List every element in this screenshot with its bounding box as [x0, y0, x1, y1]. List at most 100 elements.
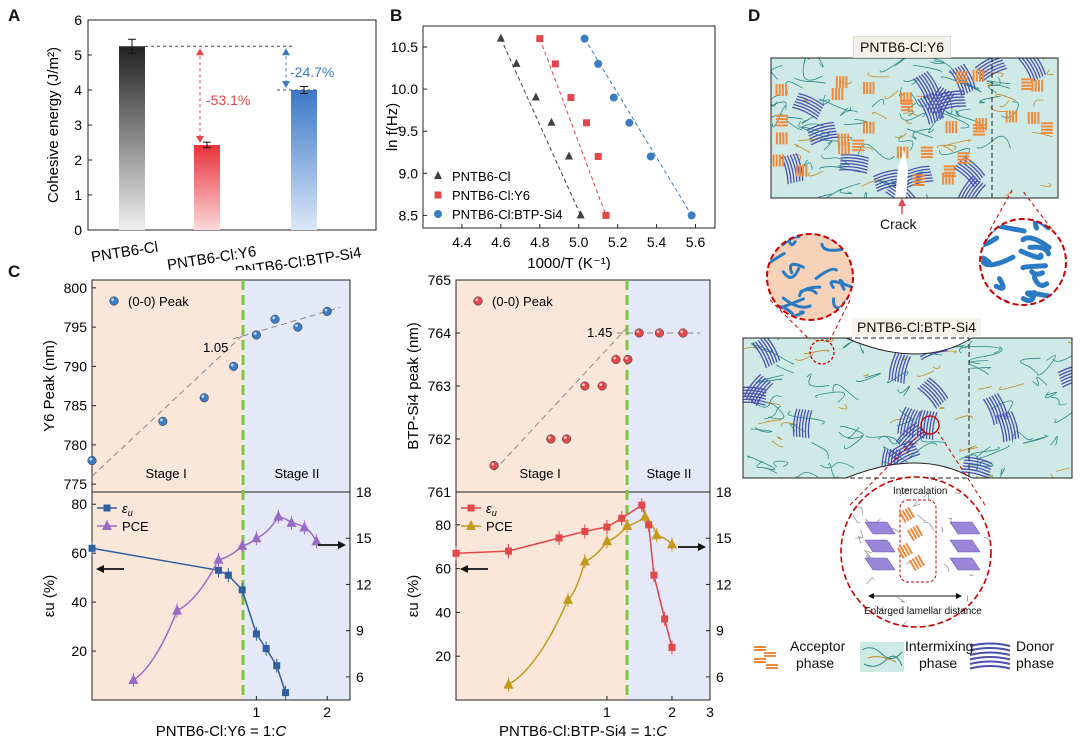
- chain-acceptor: [936, 144, 954, 152]
- eu-point: [273, 662, 281, 670]
- chain: [999, 468, 1005, 478]
- chain: [823, 140, 833, 151]
- chain: [897, 385, 911, 397]
- acceptor-domain: [1027, 111, 1040, 124]
- chain: [771, 101, 787, 115]
- chain-acceptor: [916, 370, 935, 377]
- chain-acceptor: [995, 94, 1017, 101]
- chain: [803, 159, 813, 170]
- data-point: [512, 58, 521, 67]
- legend-marker: [434, 171, 442, 179]
- chain: [1050, 396, 1068, 406]
- y-tick-label-right: 6: [356, 669, 364, 685]
- crack-gap: [895, 150, 908, 198]
- eu-point: [452, 549, 460, 557]
- data-point: [602, 211, 610, 219]
- chain: [842, 338, 858, 349]
- eu-point: [661, 615, 669, 623]
- chain: [823, 338, 831, 342]
- chain: [968, 360, 989, 375]
- dashed-inner: [991, 57, 1059, 199]
- donor-plane: [864, 557, 896, 571]
- eu-point: [214, 566, 222, 574]
- acceptor-domain: [906, 524, 923, 541]
- chain-acceptor: [897, 344, 914, 350]
- chain-acceptor: [794, 143, 811, 153]
- x-tick-label: 1: [603, 704, 611, 720]
- crack-label: Crack: [880, 216, 917, 232]
- acceptor-domain: [943, 165, 956, 177]
- circle-y6-zoom: [767, 234, 853, 320]
- chain-acceptor: [867, 72, 890, 78]
- pce-point: [562, 593, 573, 604]
- pce-point: [213, 553, 224, 564]
- y-tick-label-right: 9: [716, 623, 724, 639]
- zoom-source-circle: [920, 415, 940, 435]
- chain: [906, 128, 934, 139]
- y-tick-label: 3: [74, 117, 82, 133]
- legend-marker: [434, 191, 442, 199]
- chain-acceptor: [861, 179, 886, 187]
- intercalation-label: Intercalation: [893, 486, 948, 497]
- chain: [968, 346, 1003, 365]
- y-tick-label: 2: [74, 152, 82, 168]
- chain: [798, 121, 825, 128]
- chain: [837, 163, 862, 173]
- y-tick-label: 790: [64, 358, 88, 374]
- arrow-head: [96, 565, 104, 573]
- legend-label: PNTB6-Cl: [452, 169, 511, 184]
- donor-domain: [961, 456, 993, 478]
- x-axis-label: 1000/T (K⁻¹): [527, 255, 611, 270]
- chain: [1044, 391, 1058, 399]
- chain: [1023, 434, 1049, 444]
- legend-marker: [102, 520, 112, 530]
- legend-label: PNTB6-Cl:BTP-Si4: [452, 207, 563, 222]
- chain-acceptor: [976, 474, 994, 478]
- zoom-connector: [769, 299, 851, 341]
- chain: [840, 107, 858, 116]
- chain: [911, 128, 931, 140]
- acceptor-domain: [775, 132, 788, 145]
- y-tick-label: 4: [74, 82, 82, 98]
- acceptor-domain: [852, 139, 865, 152]
- chain: [806, 373, 830, 387]
- data-point: [496, 33, 505, 42]
- acceptor-domain: [838, 142, 850, 155]
- y-axis-label-right: PCE (%): [379, 567, 380, 625]
- peak-point: [654, 328, 664, 338]
- acceptor-domain: [908, 554, 926, 571]
- zoom-circle-frame: [766, 233, 854, 321]
- chain: [942, 109, 960, 117]
- acceptor-domain: [945, 121, 958, 134]
- legend-marker: [434, 210, 442, 218]
- x-tick-label: 3: [706, 704, 714, 720]
- acceptor-domain: [900, 92, 912, 105]
- acceptor-domain: [912, 174, 925, 186]
- chain: [1020, 357, 1041, 373]
- chain-acceptor: [840, 80, 852, 85]
- x-tick-label: 4.6: [491, 234, 511, 250]
- eu-point: [645, 521, 653, 529]
- arrow-head: [698, 543, 706, 551]
- x-axis-label: PNTB6-Cl:BTP-Si4 = 1:C: [499, 723, 667, 740]
- chain: [976, 135, 1011, 149]
- chain: [1011, 431, 1033, 443]
- peak-point: [562, 434, 572, 444]
- boundary-annotation: 1.05: [203, 340, 228, 355]
- donor-domain: [888, 352, 911, 384]
- chain: [832, 384, 859, 401]
- donor-plane: [864, 521, 896, 535]
- y-axis-label-right: PCE (%): [739, 567, 740, 625]
- data-point: [594, 152, 602, 160]
- circle-btp-zoom: [980, 219, 1066, 305]
- stage-2-region: [243, 492, 350, 700]
- data-point: [547, 117, 556, 126]
- panel-a-label: A: [8, 6, 21, 25]
- chain-acceptor: [999, 100, 1010, 108]
- fit-line-stage1: [91, 334, 244, 477]
- chain-acceptor: [944, 139, 972, 147]
- chain-acceptor: [872, 111, 888, 120]
- data-point: [551, 60, 559, 68]
- acceptor-domain: [898, 506, 916, 523]
- legend-label: (0-0) Peak: [128, 294, 189, 309]
